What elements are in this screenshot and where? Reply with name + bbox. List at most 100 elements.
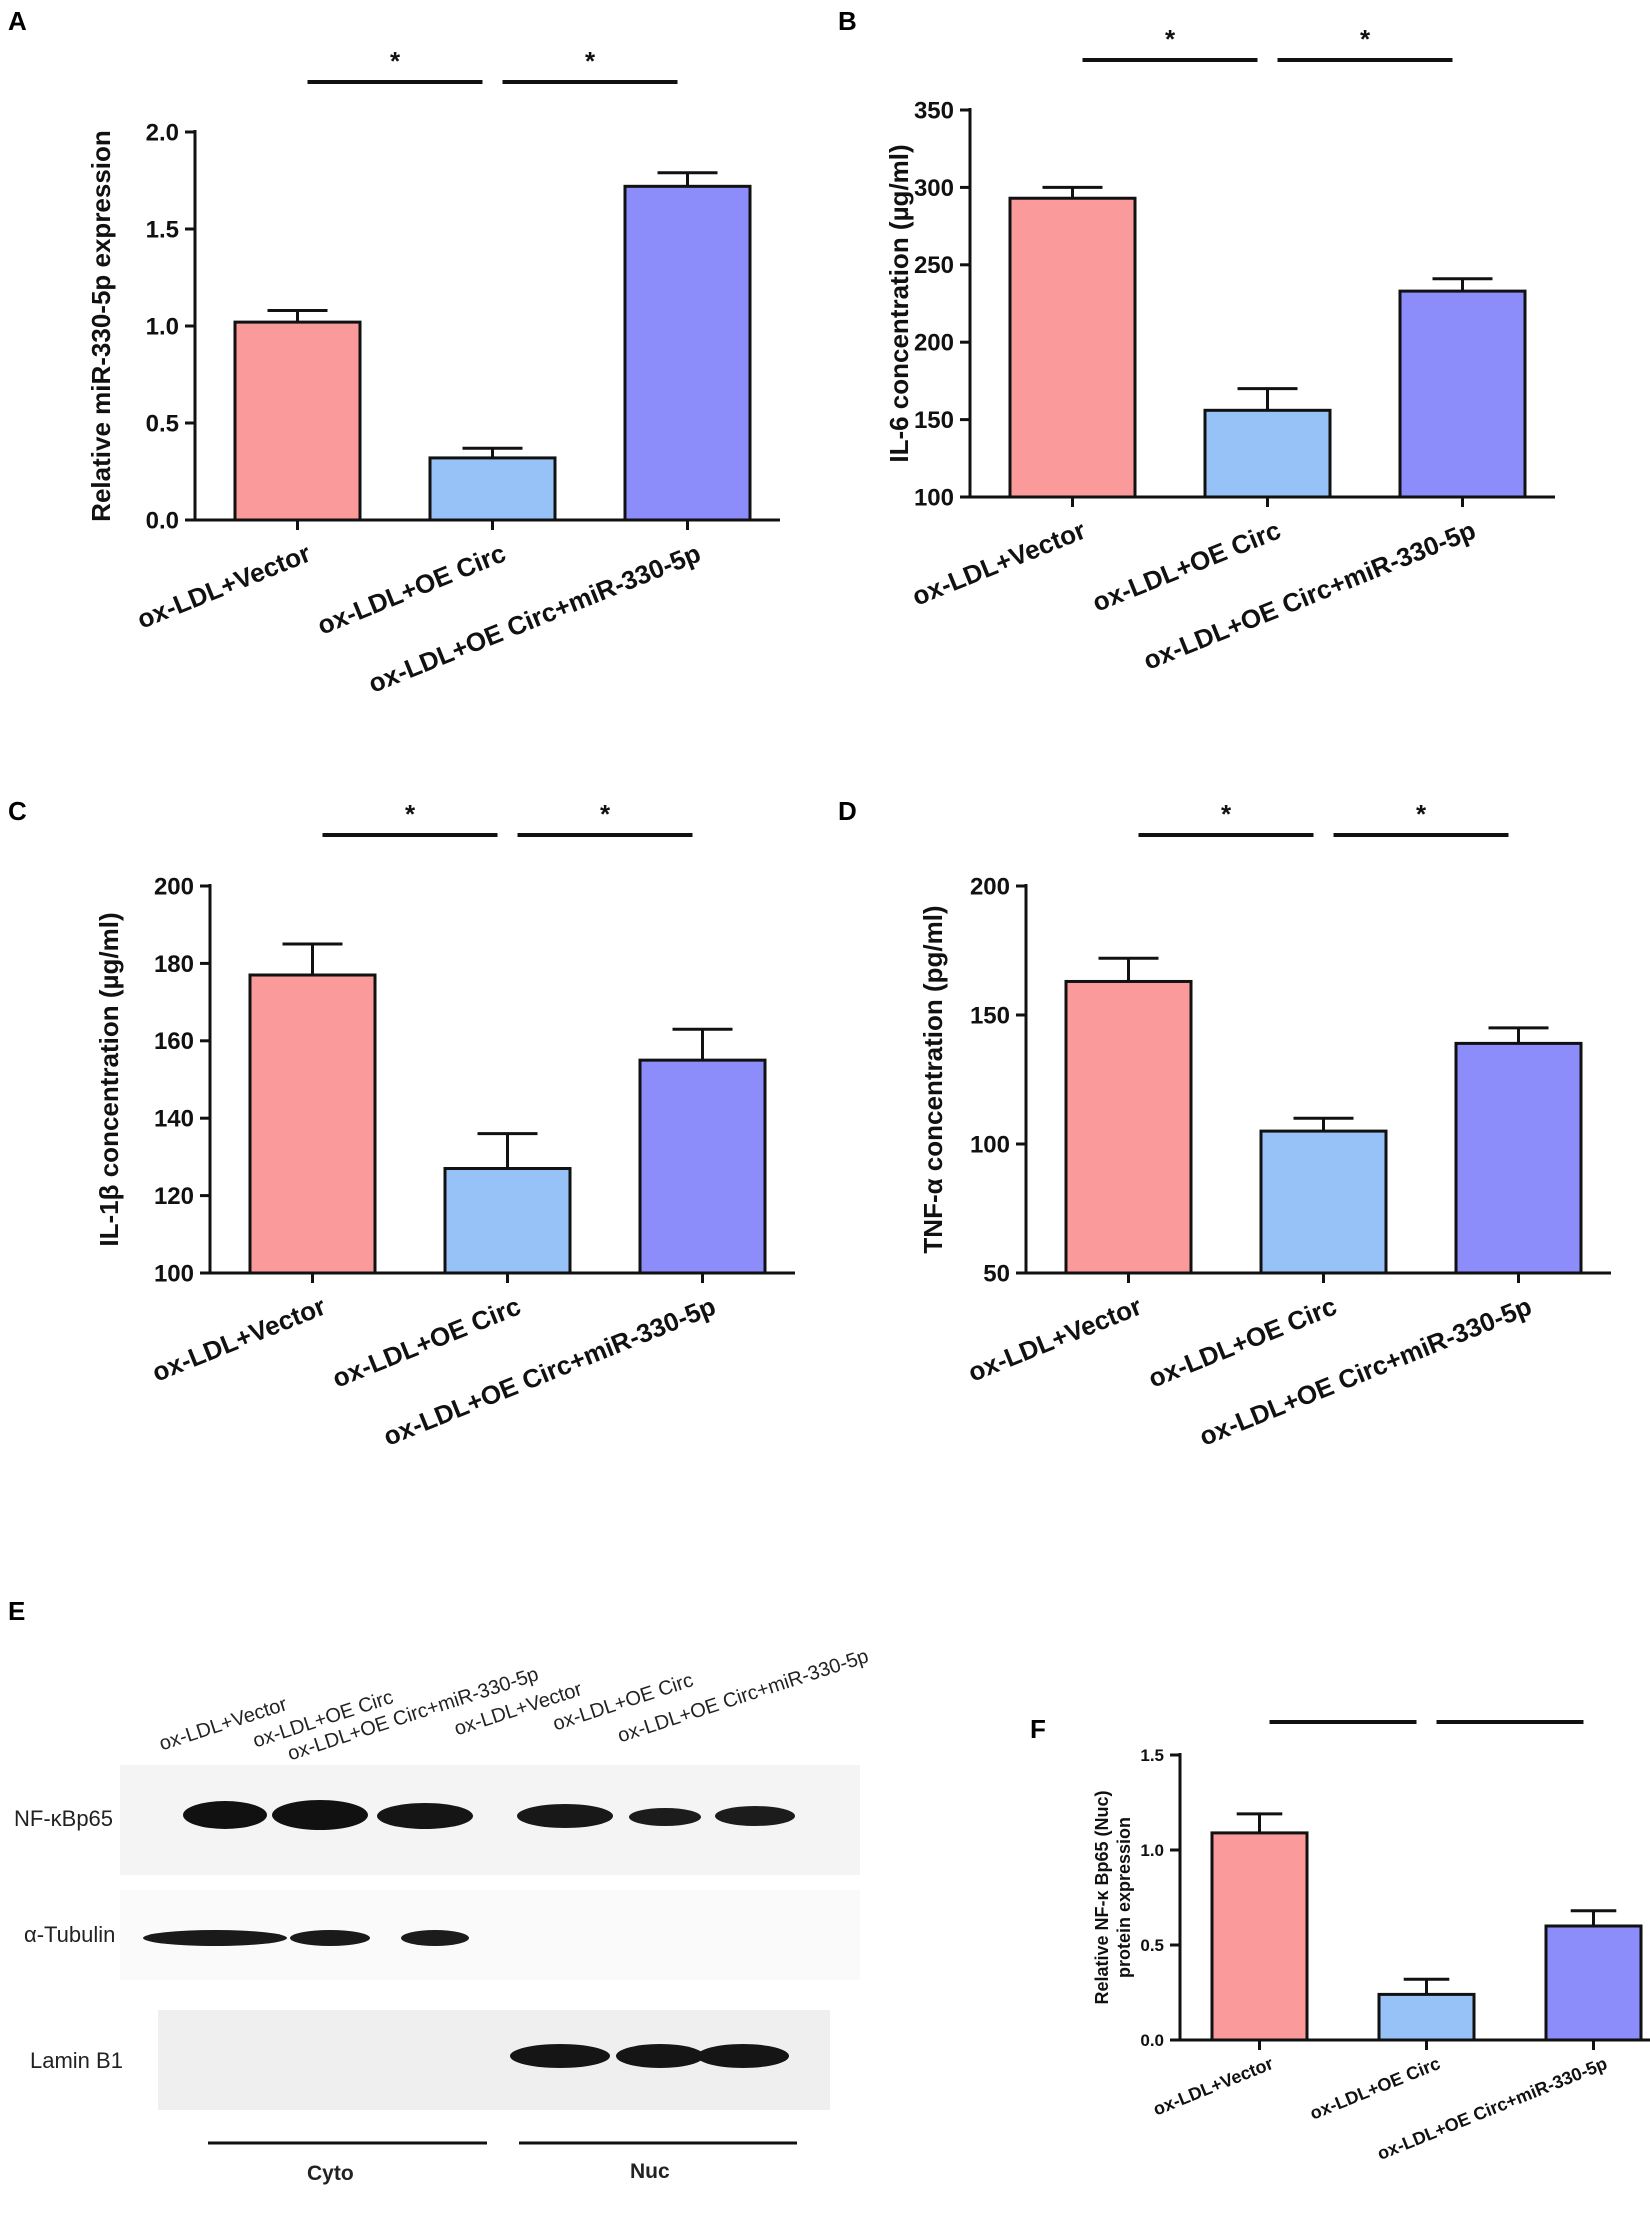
- band-nfkb-lane-3: [377, 1803, 473, 1829]
- y-tick-label: 120: [154, 1183, 194, 1210]
- significance-star: *: [1360, 24, 1371, 54]
- y-axis-label: TNF-α concentration (pg/ml): [918, 905, 948, 1253]
- band-lamin-lane-4: [510, 2044, 610, 2068]
- y-tick-label: 0.0: [1140, 2031, 1164, 2050]
- y-tick-label: 200: [970, 873, 1010, 900]
- band-tubulin-lane-1: [143, 1930, 287, 1946]
- panel-label-b: B: [838, 6, 857, 36]
- category-label: ox-LDL+OE Circ+miR-330-5p: [379, 1291, 720, 1452]
- category-label: ox-LDL+Vector: [1150, 2053, 1276, 2119]
- y-tick-label: 1.5: [146, 216, 179, 243]
- y-tick-label: 0.0: [146, 507, 179, 534]
- y-tick-label: 160: [154, 1028, 194, 1055]
- significance-star: *: [1221, 799, 1232, 829]
- y-tick-label: 140: [154, 1106, 194, 1133]
- y-tick-label: 0.5: [1140, 1936, 1164, 1955]
- y-tick-label: 150: [970, 1002, 1010, 1029]
- bar-3: [638, 1058, 767, 1275]
- y-tick-label: 150: [914, 407, 954, 434]
- band-nfkb-lane-1: [183, 1801, 267, 1829]
- band-tubulin-lane-3: [401, 1930, 469, 1946]
- significance-star: *: [600, 799, 611, 829]
- bar-3: [623, 184, 752, 522]
- bar-2: [428, 456, 557, 522]
- significance-star: *: [1506, 1710, 1513, 1716]
- bar-1: [1064, 979, 1193, 1275]
- bar-3: [1398, 289, 1527, 499]
- y-axis-label: IL-1β concentration (µg/ml): [94, 912, 124, 1246]
- significance-star: *: [585, 46, 596, 76]
- bar-1: [248, 973, 377, 1275]
- bar-2: [1259, 1129, 1388, 1275]
- chart-panel-a: A 0.0 0.5 1.0 1.5 2.0 Relative miR-330-5p expr…: [0, 0, 820, 790]
- significance-star: *: [1165, 24, 1176, 54]
- y-tick-label: 0.5: [146, 410, 179, 437]
- chart-panel-b: B 100 150 200 250 300 350 IL-6 concentration (µ…: [830, 0, 1650, 790]
- y-axis-label: Relative NF-κ Bp65 (Nuc): [1092, 1790, 1112, 2004]
- y-tick-label: 350: [914, 97, 954, 124]
- bar-3: [1544, 1924, 1643, 2042]
- significance-star: *: [405, 799, 416, 829]
- band-nfkb-lane-6: [715, 1806, 795, 1826]
- panel-label-c: C: [8, 796, 27, 826]
- y-tick-label: 1.0: [1140, 1841, 1164, 1860]
- category-label: ox-LDL+Vector: [133, 538, 315, 635]
- row-label-lamin: Lamin B1: [30, 2048, 123, 2073]
- bar-2: [443, 1167, 572, 1275]
- y-tick-label: 180: [154, 951, 194, 978]
- bar-chart-d: D 50 100 150 200 TNF-α concentration (pg/ml) o…: [838, 796, 1611, 1452]
- y-tick-label: 300: [914, 175, 954, 202]
- y-tick-label: 100: [970, 1131, 1010, 1158]
- category-label: ox-LDL+Vector: [148, 1291, 330, 1388]
- y-tick-label: 100: [154, 1260, 194, 1287]
- panel-label-d: D: [838, 796, 857, 826]
- bar-chart-f: F 0.0 0.5 1.0 1.5 Relative NF-κ Bp65 (Nuc) pro…: [1030, 1696, 1650, 2164]
- y-tick-label: 1.0: [146, 313, 179, 340]
- panel-label-e: E: [8, 1596, 26, 1626]
- category-label: ox-LDL+OE Circ+miR-330-5p: [1139, 515, 1480, 676]
- western-blot-panel: E ox-LDL+Vector ox-LDL+OE Circ ox-LDL+OE C…: [0, 1590, 1050, 2222]
- chart-panel-f: F 0.0 0.5 1.0 1.5 Relative NF-κ Bp65 (Nuc) pro…: [1030, 1696, 1650, 2222]
- bar-2: [1377, 1992, 1476, 2042]
- bar-1: [233, 320, 362, 522]
- panel-label-a: A: [8, 6, 27, 36]
- bar-chart-c: C 100 120 140 160 180 200 IL-1β concentration (…: [8, 796, 795, 1452]
- significance-star: *: [390, 46, 401, 76]
- y-tick-label: 100: [914, 484, 954, 511]
- band-nfkb-lane-4: [517, 1804, 613, 1828]
- y-axis-label-line2: protein expression: [1114, 1817, 1134, 1978]
- y-tick-label: 200: [154, 873, 194, 900]
- panel-label-f: F: [1030, 1714, 1046, 1744]
- bar-2: [1203, 408, 1332, 499]
- chart-panel-c: C 100 120 140 160 180 200 IL-1β concentration (…: [0, 790, 820, 1570]
- chart-panel-d: D 50 100 150 200 TNF-α concentration (pg/ml) o…: [830, 790, 1650, 1570]
- band-lamin-lane-5: [616, 2044, 704, 2068]
- band-nfkb-lane-2: [272, 1800, 368, 1830]
- group-label-cyto: Cyto: [307, 2162, 354, 2185]
- band-lamin-lane-6: [697, 2044, 789, 2068]
- bar-3: [1454, 1041, 1583, 1275]
- group-label-nuc: Nuc: [630, 2160, 670, 2183]
- y-axis-label: IL-6 concentration (µg/ml): [884, 144, 914, 462]
- row-label-nfkb: NF-κBp65: [14, 1806, 114, 1831]
- bar-1: [1008, 196, 1137, 499]
- bar-chart-a: A 0.0 0.5 1.0 1.5 2.0 Relative miR-330-5p expr…: [8, 6, 780, 699]
- bar-1: [1210, 1831, 1309, 2042]
- significance-star: *: [1416, 799, 1427, 829]
- y-tick-label: 200: [914, 330, 954, 357]
- category-label: ox-LDL+Vector: [964, 1291, 1146, 1388]
- y-tick-label: 1.5: [1140, 1746, 1164, 1765]
- category-label: ox-LDL+Vector: [908, 515, 1090, 612]
- significance-star: *: [1339, 1710, 1346, 1716]
- y-tick-label: 50: [983, 1260, 1010, 1287]
- y-tick-label: 250: [914, 252, 954, 279]
- row-label-tubulin: α-Tubulin: [24, 1922, 116, 1947]
- y-axis-label: Relative miR-330-5p expression: [86, 130, 116, 522]
- category-label: ox-LDL+OE Circ+miR-330-5p: [1195, 1291, 1536, 1452]
- y-tick-label: 2.0: [146, 119, 179, 146]
- band-tubulin-lane-2: [290, 1930, 370, 1946]
- band-nfkb-lane-5: [629, 1808, 701, 1826]
- category-label: ox-LDL+OE Circ+miR-330-5p: [364, 538, 705, 699]
